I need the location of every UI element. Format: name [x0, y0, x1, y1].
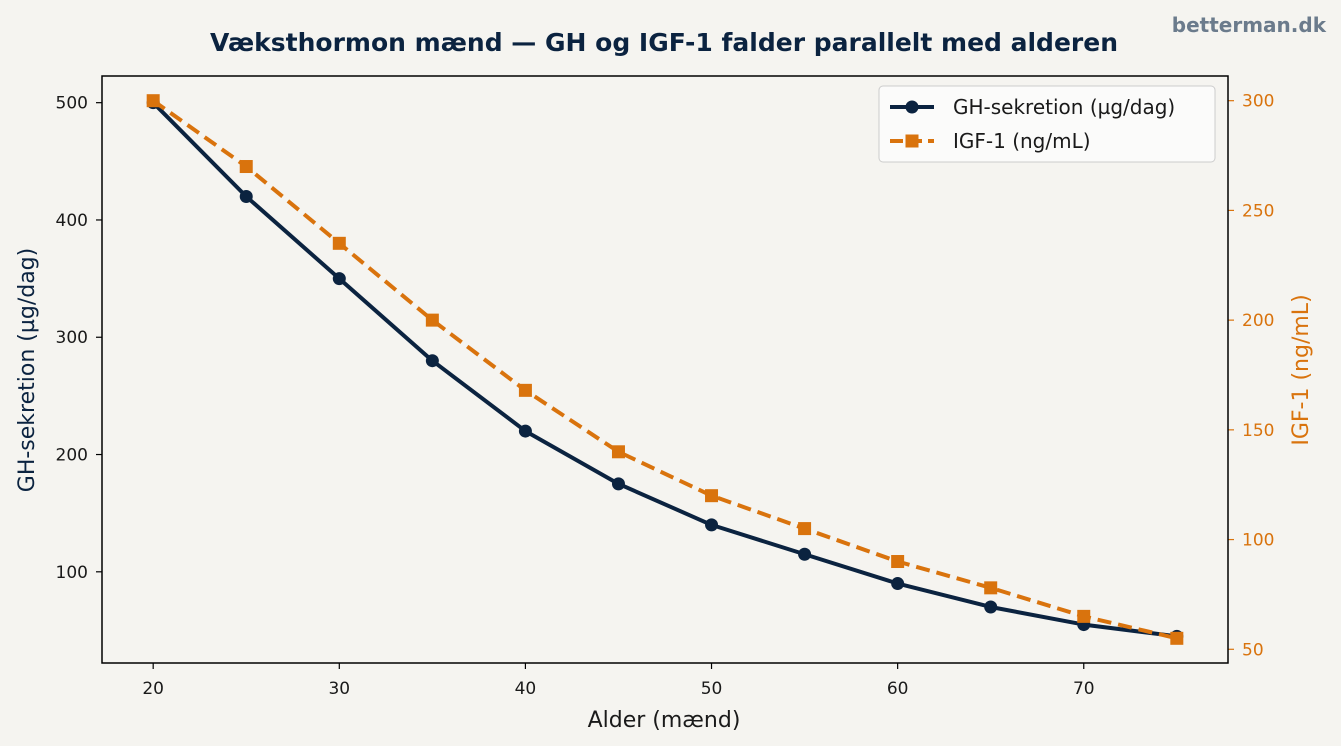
gh-point: [891, 577, 905, 591]
y-right-tick-label: 200: [1242, 311, 1274, 331]
y-right-tick-label: 300: [1242, 92, 1274, 112]
legend-igf-label: IGF-1 (ng/mL): [953, 129, 1091, 153]
y-left-tick-label: 300: [56, 328, 88, 348]
gh-point: [705, 518, 719, 532]
y-right-tick-label: 100: [1242, 531, 1274, 551]
igf-point: [518, 383, 532, 397]
y-left-tick-label: 400: [56, 211, 88, 231]
legend-gh-marker: [905, 100, 919, 114]
igf-series-line: [152, 99, 1178, 641]
legend-box: [878, 85, 1216, 163]
y-right-tick-label: 150: [1242, 421, 1274, 441]
gh-point: [611, 477, 625, 491]
y-left-tick-label: 200: [56, 446, 88, 466]
x-tick-label: 40: [515, 679, 537, 699]
gh-series-line: [151, 101, 1178, 639]
plot-frame: [101, 75, 1229, 664]
igf-point: [239, 160, 253, 174]
x-tick-label: 50: [701, 679, 723, 699]
y-left-tick-label: 100: [56, 563, 88, 583]
x-axis-label: Alder (mænd): [588, 708, 741, 733]
x-tick-label: 60: [887, 679, 909, 699]
igf-point: [332, 236, 346, 250]
y-left-tick-label: 500: [56, 94, 88, 114]
chart-title: Væksthormon mænd — GH og IGF-1 falder pa…: [210, 28, 1118, 57]
igf-point: [425, 313, 439, 327]
brand-watermark: betterman.dk: [1172, 13, 1327, 37]
y-axis-right-label: IGF-1 (ng/mL): [1289, 294, 1314, 445]
igf-point: [611, 445, 625, 459]
series-layer: [146, 94, 1184, 645]
legend-gh-label: GH-sekretion (µg/dag): [953, 95, 1175, 119]
igf-point: [1077, 609, 1091, 623]
gh-point: [425, 354, 439, 368]
igf-point: [705, 489, 719, 503]
gh-point: [798, 547, 812, 561]
gh-point: [239, 190, 253, 204]
x-tick-label: 20: [142, 679, 164, 699]
igf-point: [146, 94, 160, 108]
gh-point: [518, 424, 532, 438]
gh-point: [332, 272, 346, 286]
igf-point: [984, 581, 998, 595]
y-right-tick-label: 50: [1242, 640, 1264, 660]
igf-point: [891, 555, 905, 569]
x-tick-label: 70: [1073, 679, 1095, 699]
y-right-tick-label: 250: [1242, 201, 1274, 221]
igf-point: [798, 522, 812, 536]
gh-point: [984, 600, 998, 614]
igf-point: [1170, 631, 1184, 645]
x-tick-label: 30: [328, 679, 350, 699]
legend: GH-sekretion (µg/dag) IGF-1 (ng/mL): [878, 85, 1216, 163]
legend-igf-marker: [905, 134, 919, 148]
axes: 20 30 40 50 60 70 100 200 300 400 500 50 100 150 200 25…: [56, 92, 1275, 699]
y-axis-left-label: GH-sekretion (µg/dag): [15, 248, 40, 492]
